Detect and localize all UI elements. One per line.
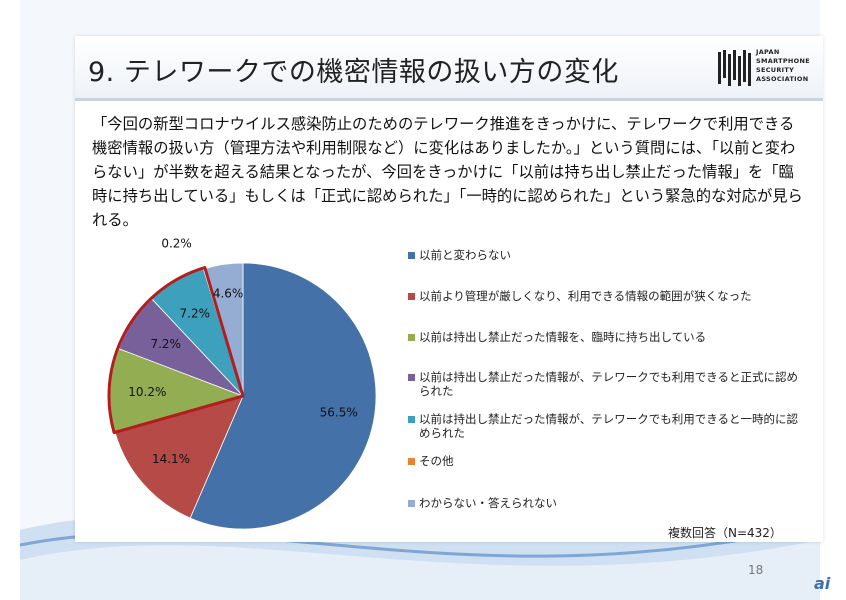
slide-title: 9. テレワークでの機密情報の扱い方の変化 [88, 57, 619, 88]
legend-label: 以前と変わらない [419, 248, 511, 262]
page-number: 18 [748, 563, 764, 577]
association-logo: JAPAN SMARTPHONE SECURITY ASSOCIATION [718, 48, 818, 90]
logo-word: SECURITY [756, 66, 795, 74]
sample-note: 複数回答（N=432） [668, 526, 782, 540]
data-label: 7.2% [150, 337, 181, 351]
data-label: 7.2% [180, 306, 211, 320]
legend-swatch [408, 374, 415, 381]
legend-swatch [408, 416, 415, 423]
legend-label: 以前は持出し禁止だった情報が、テレワークでも利用できると一時的に認められた [419, 412, 799, 440]
pie-slice [189, 262, 377, 530]
watermark-logo: ai [814, 574, 831, 593]
legend-item: わからない・答えられない [408, 496, 804, 510]
data-label: 0.2% [161, 236, 192, 250]
logo-word: SMARTPHONE [756, 57, 810, 65]
logo-word: JAPAN [756, 48, 780, 56]
legend-swatch [408, 334, 415, 341]
legend-item: 以前は持出し禁止だった情報が、テレワークでも利用できると一時的に認められた [408, 412, 804, 440]
highlight-outline [107, 266, 245, 435]
legend-label: わからない・答えられない [419, 496, 557, 510]
data-label: 56.5% [320, 406, 358, 420]
legend-label: その他 [419, 454, 454, 468]
body-paragraph: 「今回の新型コロナウイルス感染防止のためのテレワーク推進をきっかけに、テレワーク… [92, 115, 803, 229]
logo-mark-icon [718, 50, 751, 86]
legend-item: 以前より管理が厳しくなり、利用できる情報の範囲が狭くなった [408, 289, 804, 303]
pie-slice [114, 395, 244, 519]
data-label: 4.6% [213, 286, 244, 300]
data-label: 14.1% [152, 452, 190, 466]
legend-label: 以前より管理が厳しくなり、利用できる情報の範囲が狭くなった [419, 289, 752, 303]
legend-label: 以前は持出し禁止だった情報を、臨時に持ち出している [419, 330, 707, 344]
legend-swatch [408, 252, 415, 259]
logo-text: JAPAN SMARTPHONE SECURITY ASSOCIATION [756, 48, 810, 84]
legend-item: 以前と変わらない [408, 248, 804, 262]
legend-label: 以前は持出し禁止だった情報が、テレワークでも利用できると正式に認められた [419, 370, 799, 398]
legend-swatch [408, 293, 415, 300]
title-bar [75, 36, 823, 101]
legend-swatch [408, 458, 415, 465]
legend-item: 以前は持出し禁止だった情報を、臨時に持ち出している [408, 330, 804, 344]
legend-item: 以前は持出し禁止だった情報が、テレワークでも利用できると正式に認められた [408, 370, 804, 398]
legend-swatch [408, 500, 415, 507]
legend-item: その他 [408, 454, 804, 468]
logo-word: ASSOCIATION [756, 75, 809, 83]
data-label: 10.2% [128, 385, 166, 399]
